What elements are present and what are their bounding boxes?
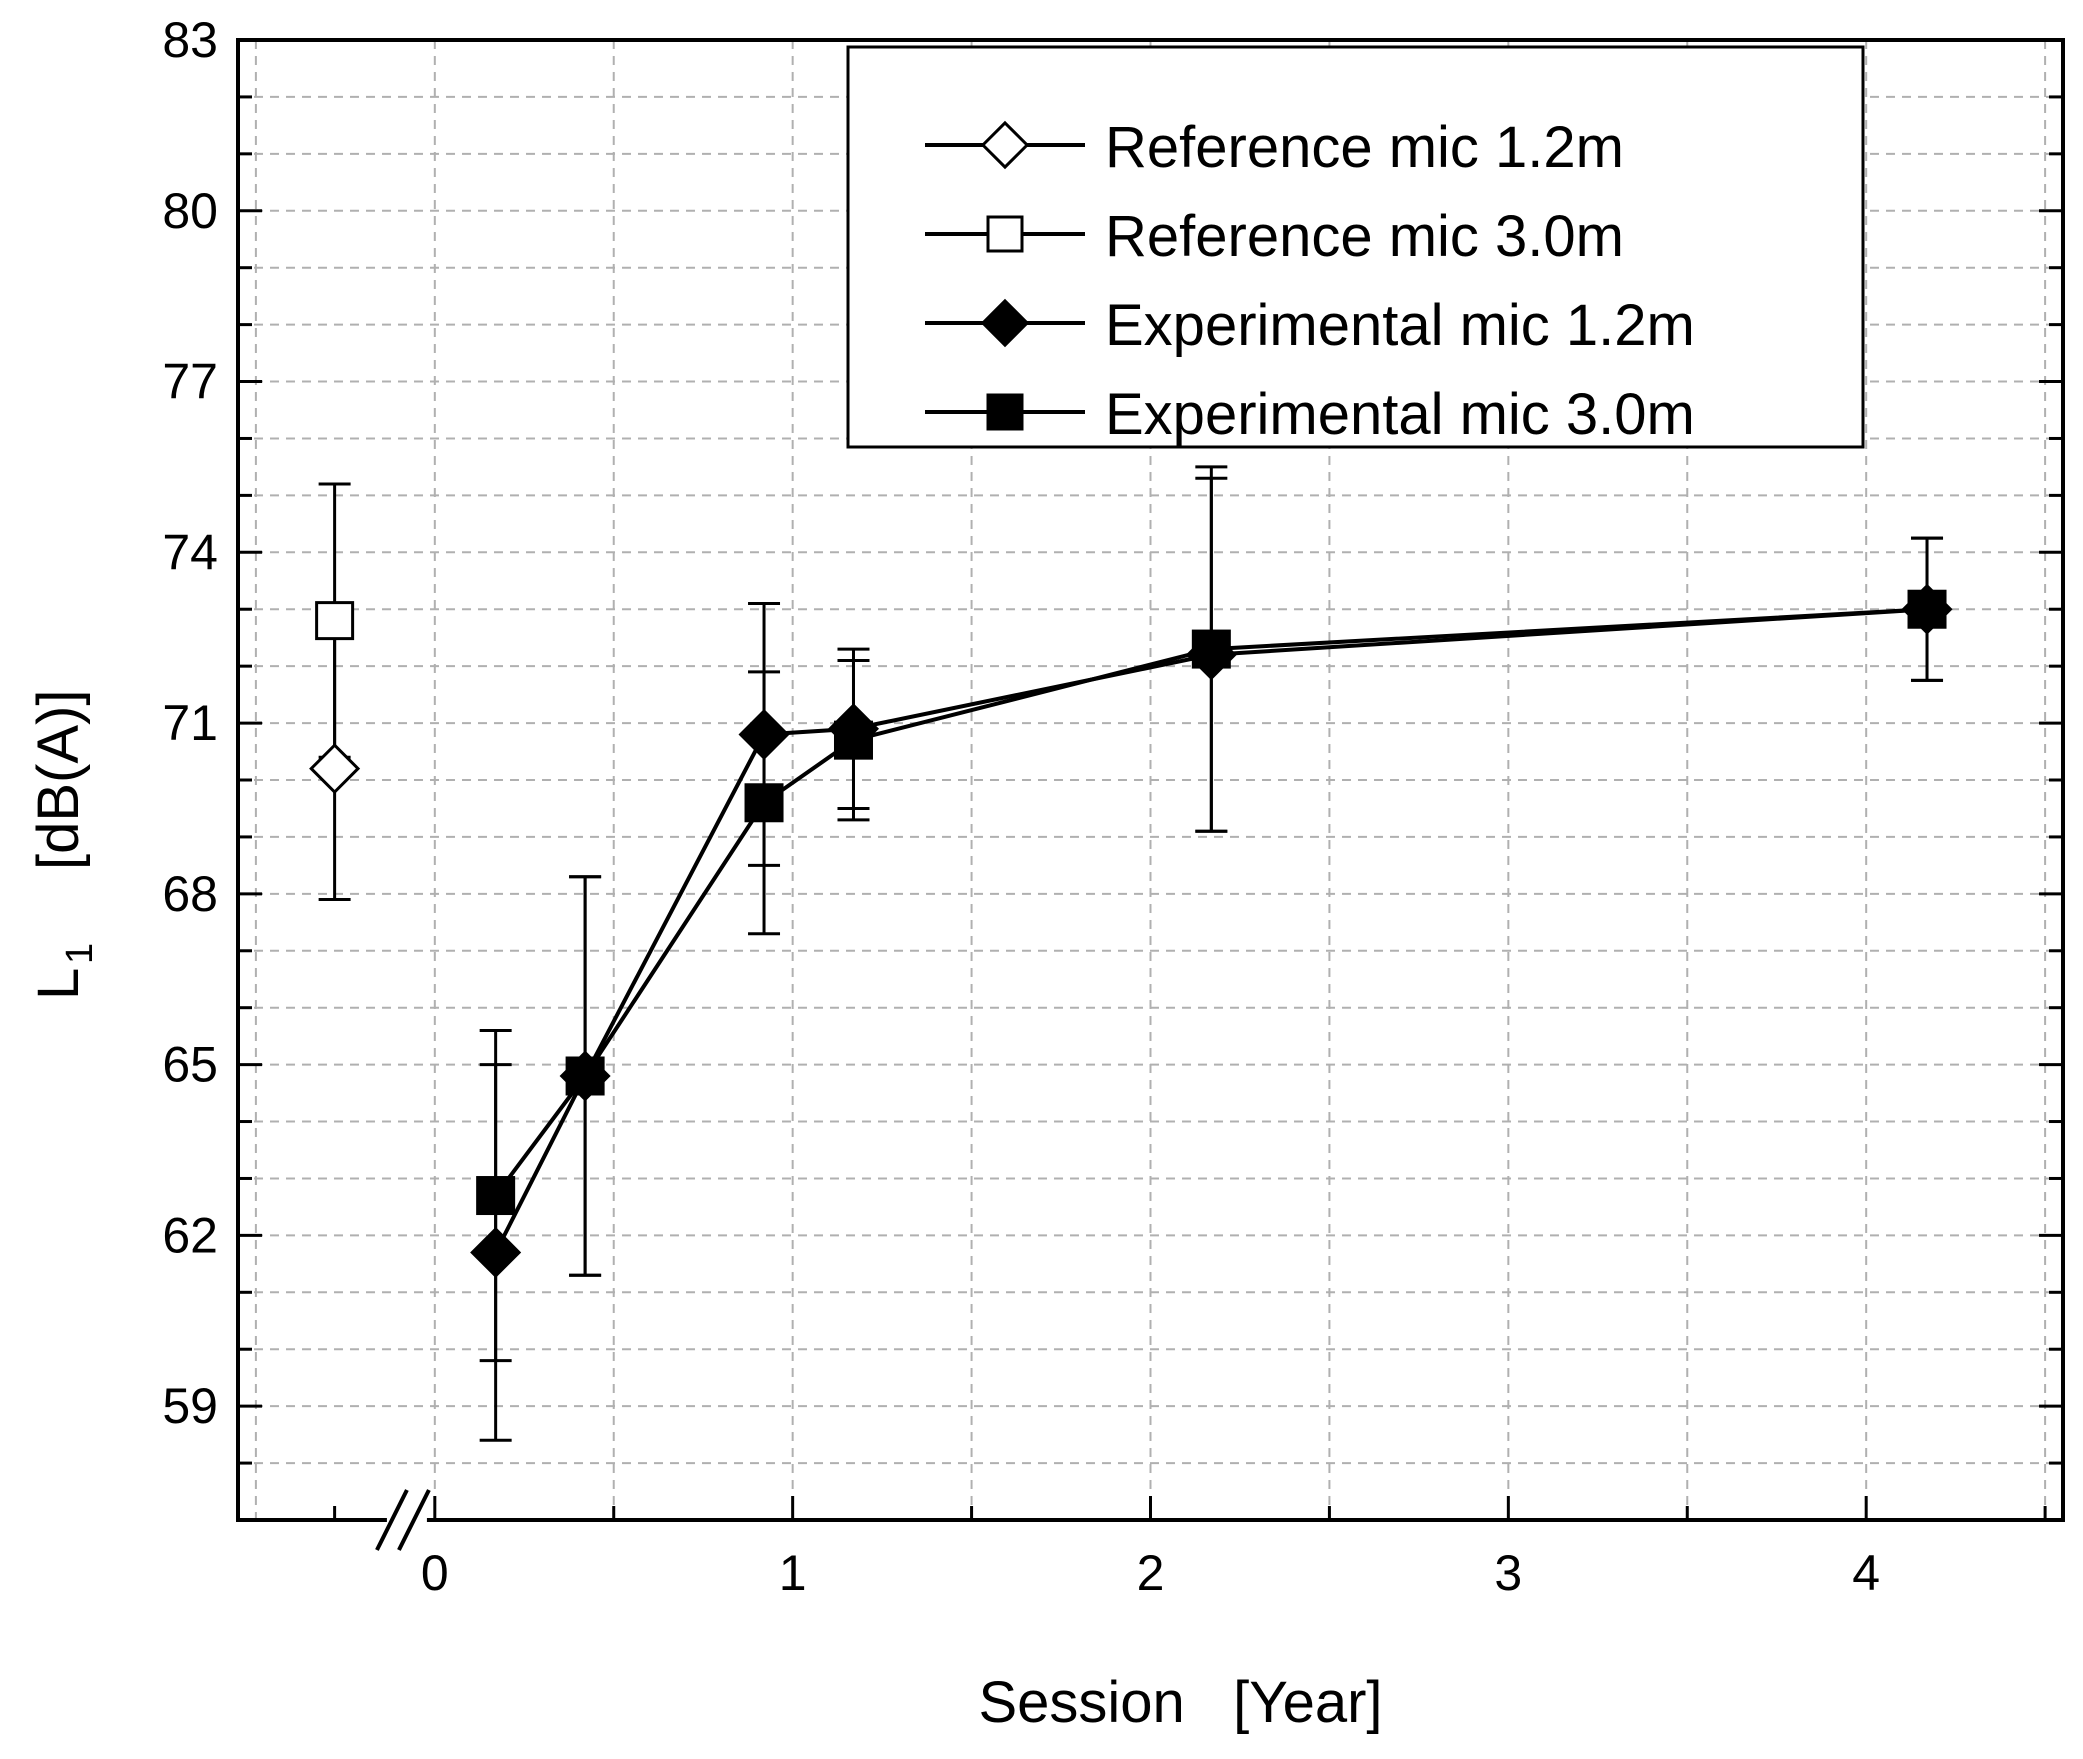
point-experimental-mic-3-0m (833, 720, 873, 760)
series-lines (493, 607, 1928, 1254)
point-experimental-mic-1-2m (738, 708, 790, 760)
y-tick-label: 80 (162, 183, 218, 239)
point-reference-mic-1-2m (309, 743, 361, 795)
y-tick-label: 71 (162, 695, 218, 751)
point-experimental-mic-3-0m (1907, 589, 1947, 629)
x-axis-title: Session [Year] (978, 1670, 1382, 1735)
point-reference-mic-3-0m (315, 601, 355, 641)
series-line-experimental-mic-3-0m (494, 607, 1928, 1197)
series-line-experimental-mic-1-2m (493, 607, 1928, 1254)
legend-label: Reference mic 1.2m (1105, 115, 1624, 180)
y-tick-label: 77 (162, 354, 218, 410)
legend-label: Experimental mic 1.2m (1105, 293, 1695, 358)
y-tick-label: 62 (162, 1207, 218, 1263)
legend-marker (980, 298, 1030, 348)
y-tick-label: 74 (162, 524, 218, 580)
y-tick-label: 83 (162, 12, 218, 68)
axis-break-marks (375, 1489, 431, 1551)
x-tick-label: 1 (779, 1545, 807, 1601)
y-tick-label: 59 (162, 1378, 218, 1434)
x-tick-label: 3 (1494, 1545, 1522, 1601)
legend-marker (980, 120, 1030, 170)
y-tick-label: 68 (162, 866, 218, 922)
legend-label: Reference mic 3.0m (1105, 204, 1624, 269)
y-axis-ticks: 59 62 65 68 71 74 77 80 83 (162, 12, 2063, 1434)
x-axis-ticks: 0 1 2 3 4 (421, 1496, 1880, 1601)
x-tick-label: 4 (1852, 1545, 1880, 1601)
x-tick-label: 0 (421, 1545, 449, 1601)
point-experimental-mic-3-0m (744, 783, 784, 823)
point-experimental-mic-3-0m (565, 1056, 605, 1096)
y-axis-title-subscript: 1 (59, 943, 101, 964)
legend-marker (986, 393, 1024, 431)
x-tick-label: 2 (1137, 1545, 1165, 1601)
series-markers (309, 583, 1953, 1278)
point-experimental-mic-3-0m (1191, 629, 1231, 669)
error-bars (318, 465, 1944, 1442)
legend-marker (986, 215, 1024, 253)
y-axis-title: L 1 [dB(A)] (26, 690, 101, 1001)
y-tick-label: 65 (162, 1037, 218, 1093)
legend: Reference mic 1.2m Reference mic 3.0m Expe… (846, 45, 1865, 449)
y-axis-title-main: L (26, 968, 91, 1000)
point-experimental-mic-3-0m (476, 1176, 516, 1216)
axis-break-slash (375, 1489, 409, 1551)
y-axis-title-unit: [dB(A)] (26, 690, 91, 871)
axis-break-slash (397, 1489, 431, 1551)
point-experimental-mic-1-2m (470, 1226, 522, 1278)
legend-label: Experimental mic 3.0m (1105, 382, 1695, 447)
minor-ticks (238, 95, 2063, 1520)
